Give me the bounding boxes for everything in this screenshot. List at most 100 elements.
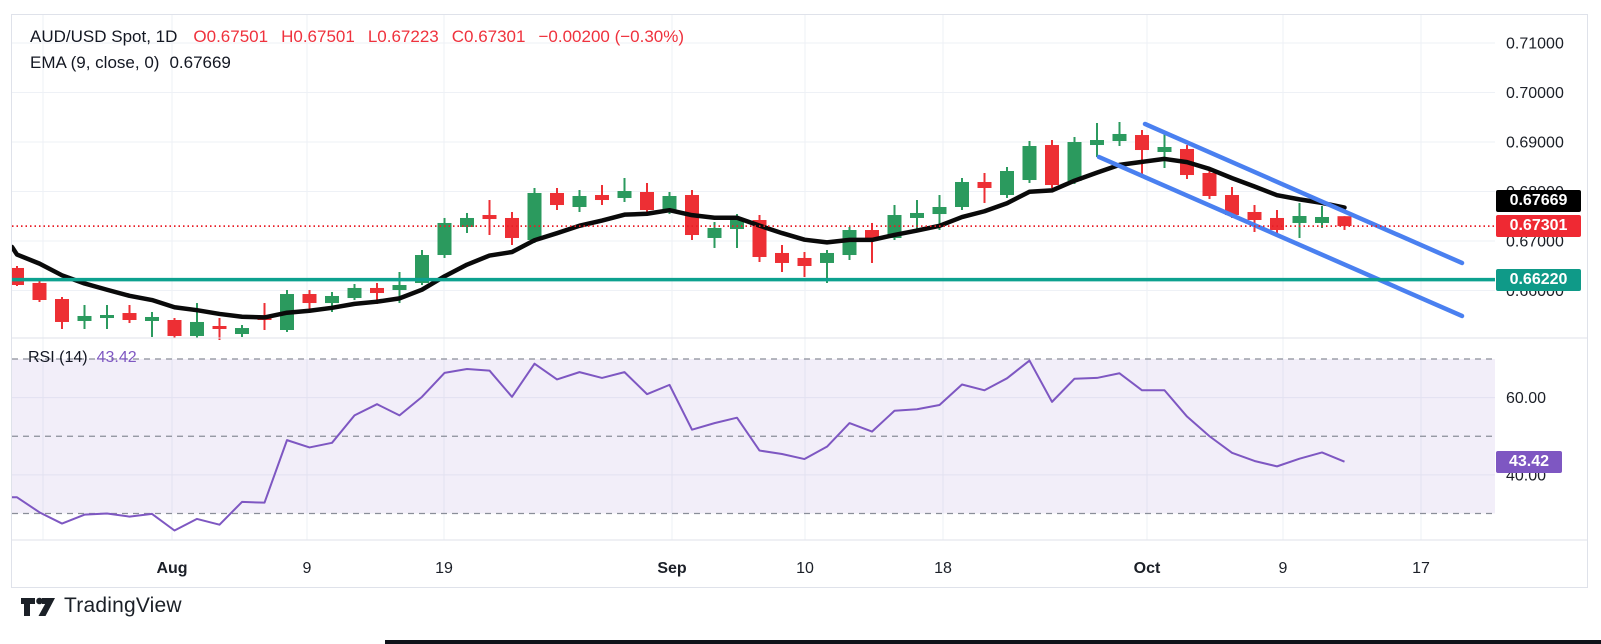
candle [437,217,452,258]
candle-body [12,267,24,286]
candle [100,305,114,330]
time-axis-label: 17 [1412,560,1430,577]
candle [1000,166,1014,198]
candle-body [527,192,542,241]
channel-lower-trendline [1096,154,1465,319]
candle [55,296,69,330]
candle [1135,130,1149,178]
chart-legend: AUD/USD Spot, 1D O0.67501 H0.67501 L0.67223… [30,24,684,76]
candle-body [347,287,362,299]
price-axis-label: 0.67000 [1506,234,1564,251]
price-axis-label: 0.71000 [1506,36,1564,53]
candle-body [482,215,497,220]
candle [1045,140,1059,188]
candle-body [1112,133,1127,142]
candles-group [12,122,1352,340]
candle-body [1247,211,1262,221]
candle [595,185,609,206]
candle-body [1090,140,1104,146]
candle [302,290,317,311]
candle-body [752,220,767,257]
candle-body [370,287,384,294]
bottom-strip [385,640,1601,644]
candle [1112,122,1127,147]
time-axis-label: Aug [156,560,187,577]
ohlc-open: O0.67501 [193,27,269,46]
candle [1022,141,1037,183]
candle-body [1000,171,1014,196]
candle-body [640,191,654,211]
rsi-legend: RSI (14) 43.42 [28,349,137,367]
candle-body [437,222,452,256]
candle-body [460,217,474,227]
candle-body [235,328,249,335]
candle-body [820,252,834,263]
candle [617,177,632,202]
channel-upper-trendline [1142,121,1465,266]
ohlc-high: H0.67501 [281,27,355,46]
candle [910,200,924,231]
candle-body [167,320,182,336]
candle-body [77,315,92,321]
candle-body [392,285,407,291]
candle-body [1157,146,1172,152]
candle [1067,137,1082,184]
candle [955,177,969,211]
tradingview-logo[interactable]: TradingView [20,592,182,620]
candle [505,211,519,246]
candle-body [775,252,789,263]
candle [752,215,767,262]
last-price-tag: 0.67301 [1496,215,1581,238]
tradingview-logo-text: TradingView [64,594,182,617]
candle [1292,202,1307,238]
candle [145,311,159,337]
candle-body [910,212,924,218]
candle [820,250,834,283]
time-axis-label: Oct [1134,560,1161,577]
ema-row: EMA (9, close, 0) 0.67669 [30,50,684,76]
rsi-line [12,359,1345,532]
candle [775,245,789,272]
candle-body [55,299,69,322]
candle [12,265,24,286]
candle [865,222,879,263]
time-axis-label: 9 [1279,560,1288,577]
candle-body [1337,216,1352,227]
candle [1157,132,1172,168]
candle [77,305,92,330]
rsi-indicator-value: 43.42 [96,349,137,366]
support-price-tag: 0.66220 [1496,268,1581,291]
candle-body [932,206,947,215]
candle [572,190,587,212]
candle-body [730,217,744,230]
candle [1202,167,1217,200]
time-axis-label: Sep [657,560,687,577]
time-axis-label: 10 [796,560,814,577]
candle-body [842,230,857,256]
candle-body [415,255,429,283]
price-axis-label: 0.69000 [1506,135,1564,152]
rsi-value-tag: 43.42 [1496,450,1562,473]
ema-indicator-label[interactable]: EMA (9, close, 0) [30,53,160,72]
symbol-title[interactable]: AUD/USD Spot, 1D [30,27,178,46]
candle [842,226,857,261]
price-axis-label: 0.70000 [1506,85,1564,102]
rsi-indicator-label[interactable]: RSI (14) [28,349,88,366]
rsi-axis-label: 60.00 [1506,390,1546,407]
candle-body [1202,172,1217,197]
candle-body [302,294,317,304]
candle [640,182,654,216]
ohlc-close: C0.67301 [451,27,526,46]
candle-body [865,230,879,241]
candle-body [572,196,587,207]
candle-body [212,325,227,330]
candle-body [1135,135,1149,151]
candle-body [595,195,609,201]
candle [235,325,249,337]
candle [977,172,992,203]
tradingview-logo-icon [21,597,55,616]
candle [32,280,47,302]
candle-body [955,181,969,207]
symbol-ohlc-row: AUD/USD Spot, 1D O0.67501 H0.67501 L0.67223… [30,24,684,50]
